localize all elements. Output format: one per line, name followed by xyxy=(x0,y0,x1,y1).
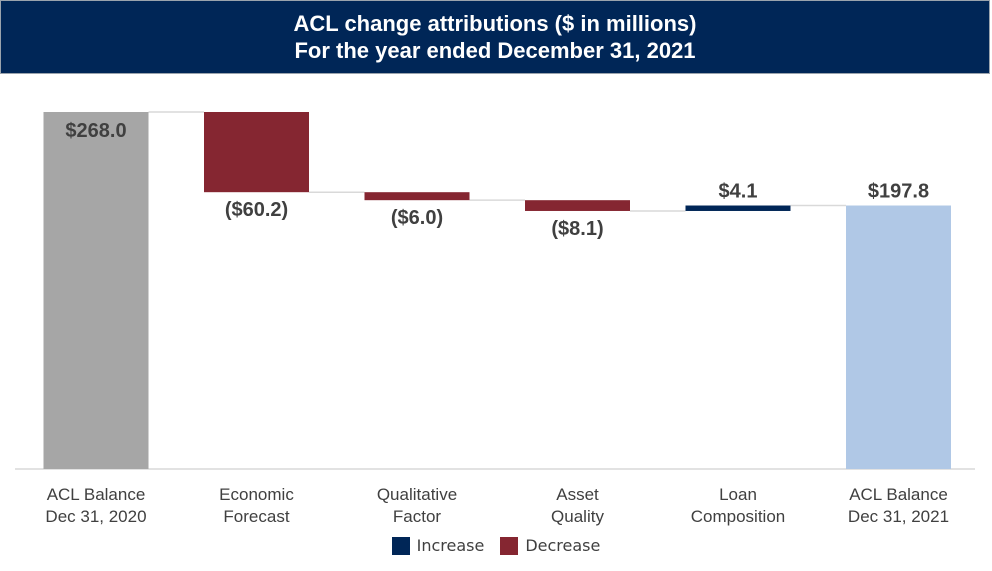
legend-label-increase: Increase xyxy=(416,536,485,555)
chart-title-line-2: For the year ended December 31, 2021 xyxy=(294,38,696,63)
legend: Increase Decrease xyxy=(0,536,992,555)
category-label: Factor xyxy=(393,507,442,526)
bar-5 xyxy=(846,205,951,469)
category-label: ACL Balance xyxy=(47,485,146,504)
bar-3 xyxy=(525,200,630,211)
category-label: Economic xyxy=(219,485,294,504)
category-label: Forecast xyxy=(223,507,289,526)
legend-label-decrease: Decrease xyxy=(525,536,601,555)
data-label: $197.8 xyxy=(868,181,929,203)
data-label: ($60.2) xyxy=(225,199,288,221)
category-label: Dec 31, 2021 xyxy=(848,507,949,526)
data-label: ($8.1) xyxy=(551,218,603,240)
legend-swatch-decrease xyxy=(500,536,519,555)
data-label: $4.1 xyxy=(719,181,758,203)
category-label: Quality xyxy=(551,507,604,526)
legend-item-decrease: Decrease xyxy=(500,536,600,555)
data-label: ($6.0) xyxy=(391,207,443,229)
category-label: Loan xyxy=(719,485,757,504)
category-label: Asset xyxy=(556,485,599,504)
bar-1 xyxy=(204,112,309,193)
legend-swatch-increase xyxy=(391,536,410,555)
category-label: Composition xyxy=(691,507,786,526)
bar-0 xyxy=(43,112,149,469)
chart-title-line-1: ACL change attributions ($ in millions) xyxy=(293,11,697,36)
chart-title: ACL change attributions ($ in millions) … xyxy=(0,0,990,74)
bar-4 xyxy=(685,205,791,211)
category-label: Qualitative xyxy=(377,485,457,504)
data-label: $268.0 xyxy=(65,120,126,142)
legend-item-increase: Increase xyxy=(391,536,485,555)
category-label: ACL Balance xyxy=(849,485,948,504)
category-label: Dec 31, 2020 xyxy=(45,507,146,526)
bar-2 xyxy=(364,192,470,201)
